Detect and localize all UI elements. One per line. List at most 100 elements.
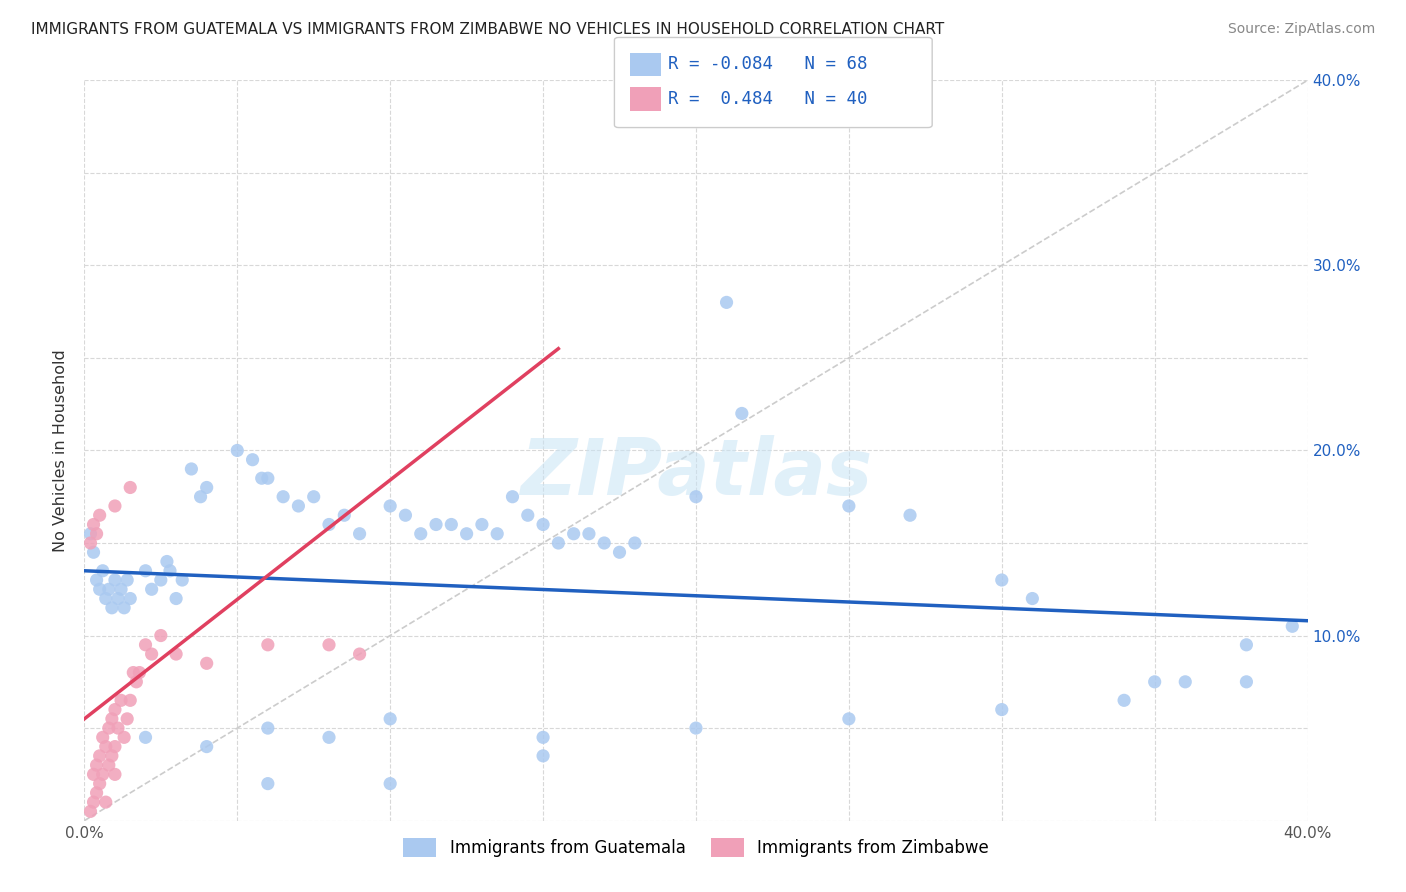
Point [1236, 638, 1258, 652]
Point [731, 407, 754, 421]
Point [409, 526, 432, 541]
Point [89, 748, 111, 763]
Point [302, 490, 325, 504]
Point [271, 490, 294, 504]
Point [83, 517, 105, 532]
Point [226, 443, 249, 458]
Point [112, 600, 135, 615]
Point [101, 748, 124, 763]
Point [156, 554, 179, 569]
Point [547, 536, 569, 550]
Point [425, 517, 447, 532]
Point [195, 657, 218, 671]
Point [83, 545, 105, 559]
Point [562, 526, 585, 541]
Point [86, 758, 108, 772]
Point [380, 499, 402, 513]
Point [1281, 619, 1303, 633]
Text: R = -0.084   N = 68: R = -0.084 N = 68 [668, 55, 868, 73]
Point [104, 703, 127, 717]
Point [135, 731, 157, 745]
Point [165, 647, 187, 661]
Text: R =  0.484   N = 40: R = 0.484 N = 40 [668, 90, 868, 108]
Point [257, 638, 280, 652]
Point [104, 573, 127, 587]
Point [716, 295, 738, 310]
Point [94, 795, 117, 809]
Point [91, 767, 114, 781]
Point [624, 536, 647, 550]
Point [685, 721, 707, 735]
Point [172, 573, 194, 587]
Point [83, 795, 105, 809]
Point [471, 517, 494, 532]
Point [250, 471, 273, 485]
Point [991, 573, 1014, 587]
Point [115, 712, 138, 726]
Point [333, 508, 356, 523]
Point [991, 703, 1014, 717]
Point [110, 693, 132, 707]
Point [242, 452, 264, 467]
Point [79, 536, 101, 550]
Point [104, 499, 127, 513]
Point [195, 481, 218, 495]
Point [97, 758, 120, 772]
Point [83, 767, 105, 781]
Point [91, 731, 114, 745]
Point [1174, 674, 1197, 689]
Point [609, 545, 631, 559]
Point [456, 526, 478, 541]
Point [898, 508, 921, 523]
Point [180, 462, 202, 476]
Point [257, 721, 280, 735]
Point [531, 517, 554, 532]
Point [838, 712, 860, 726]
Point [97, 721, 120, 735]
Text: ZIPatlas: ZIPatlas [520, 434, 872, 511]
Point [104, 767, 127, 781]
Point [135, 564, 157, 578]
Legend: Immigrants from Guatemala, Immigrants from Zimbabwe: Immigrants from Guatemala, Immigrants fr… [396, 831, 995, 864]
Point [97, 582, 120, 597]
Point [141, 647, 163, 661]
Point [1236, 674, 1258, 689]
Point [685, 490, 707, 504]
Point [394, 508, 416, 523]
Point [1143, 674, 1166, 689]
Text: IMMIGRANTS FROM GUATEMALA VS IMMIGRANTS FROM ZIMBABWE NO VEHICLES IN HOUSEHOLD C: IMMIGRANTS FROM GUATEMALA VS IMMIGRANTS … [31, 22, 945, 37]
Point [101, 600, 124, 615]
Point [516, 508, 538, 523]
Point [287, 499, 309, 513]
Point [89, 776, 111, 791]
Point [257, 471, 280, 485]
Point [838, 499, 860, 513]
Point [89, 582, 111, 597]
Point [195, 739, 218, 754]
Point [94, 591, 117, 606]
Text: Source: ZipAtlas.com: Source: ZipAtlas.com [1227, 22, 1375, 37]
Point [125, 674, 148, 689]
Point [86, 573, 108, 587]
Point [531, 731, 554, 745]
Point [190, 490, 212, 504]
Point [91, 564, 114, 578]
Point [149, 573, 172, 587]
Point [1114, 693, 1136, 707]
Point [380, 712, 402, 726]
Point [380, 776, 402, 791]
Point [149, 628, 172, 642]
Point [135, 638, 157, 652]
Point [128, 665, 150, 680]
Point [86, 786, 108, 800]
Point [141, 582, 163, 597]
Point [165, 591, 187, 606]
Point [349, 647, 371, 661]
Point [89, 508, 111, 523]
Point [120, 693, 142, 707]
Point [318, 517, 340, 532]
Point [349, 526, 371, 541]
Point [120, 481, 142, 495]
Point [257, 776, 280, 791]
Point [86, 526, 108, 541]
